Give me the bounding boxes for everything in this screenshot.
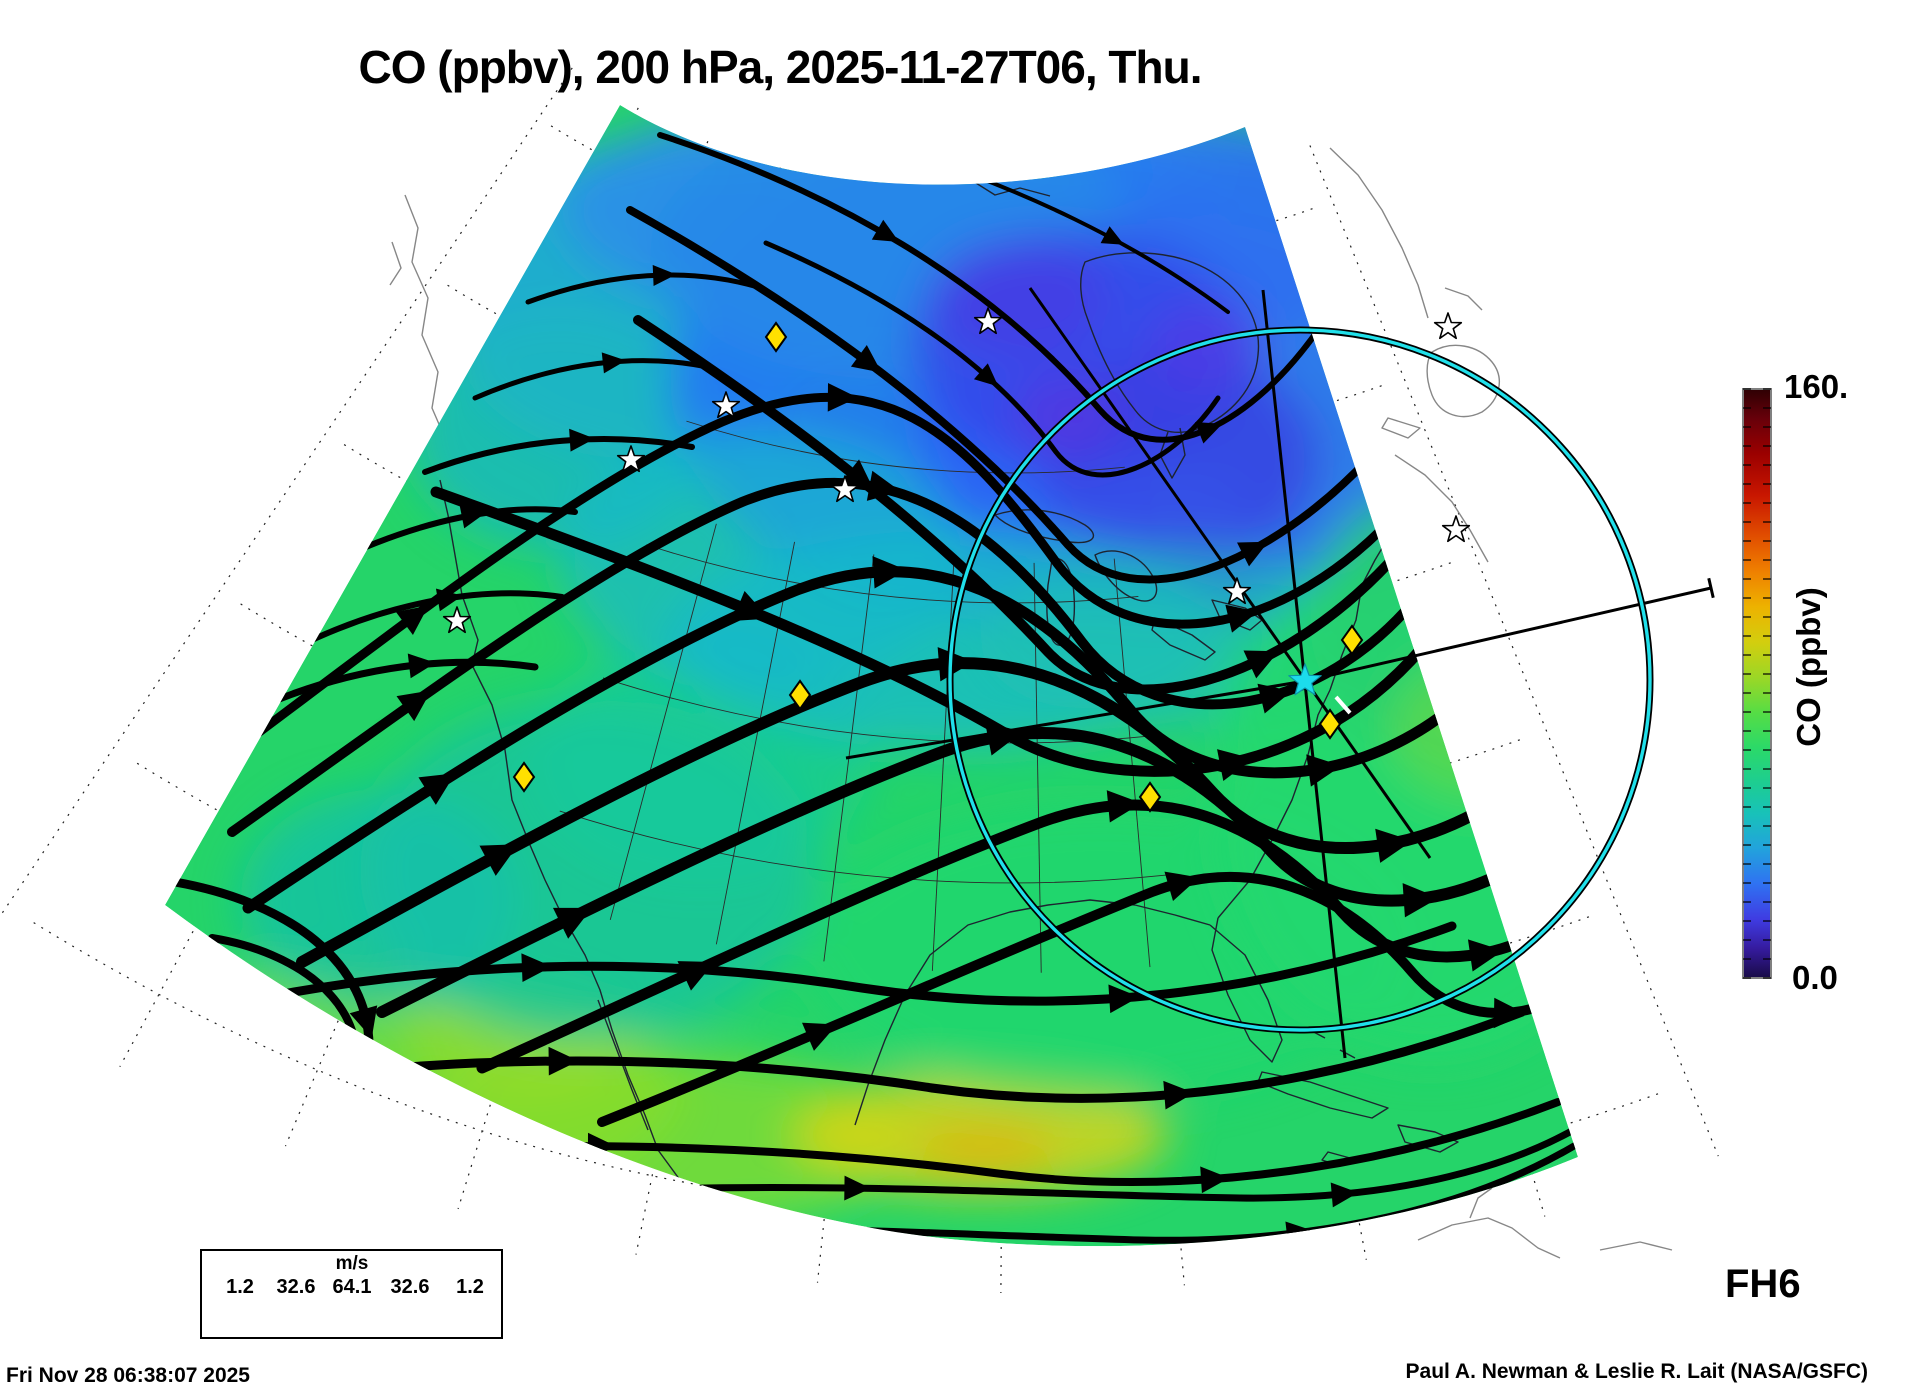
streamline-arrowhead <box>342 1049 370 1079</box>
streamline-arrowhead <box>1195 422 1223 444</box>
streamline-arrowhead <box>479 844 519 876</box>
diamond-marker <box>512 761 536 793</box>
streamline-arrowhead <box>1108 984 1140 1014</box>
streamline-arrowhead <box>652 264 677 286</box>
star-marker <box>1433 312 1463 340</box>
credit-text: Paul A. Newman & Leslie R. Lait (NASA/GS… <box>1405 1360 1868 1383</box>
colorbar-max-label: 160. <box>1784 368 1849 405</box>
streamline-arrowhead <box>1402 883 1439 918</box>
forecast-hour-label: FH6 <box>1725 1262 1801 1306</box>
streamline-arrowhead <box>569 428 595 452</box>
streamline-arrowhead <box>396 690 432 722</box>
streamline-arrowhead <box>601 352 626 374</box>
streamline-arrowhead <box>1375 828 1413 863</box>
wind-speed-legend-box <box>200 1249 503 1339</box>
streamline <box>516 1116 1578 1202</box>
streamline-arrowhead <box>349 1005 378 1039</box>
streamline <box>233 392 1407 753</box>
streamline <box>242 566 1498 914</box>
streamline-arrowhead <box>548 1046 579 1076</box>
streamline <box>207 921 1457 1013</box>
streamline-arrowhead <box>418 773 456 805</box>
streamline <box>258 658 539 710</box>
colorbar-axis-label: CO (ppbv) <box>1790 587 1827 747</box>
streamline <box>472 358 715 401</box>
range-ring <box>946 326 1654 1034</box>
streamline-arrowhead <box>1164 871 1200 901</box>
streamline-arrowhead <box>1200 1166 1230 1194</box>
streamline-arrowhead <box>1100 226 1125 245</box>
streamline <box>525 272 761 305</box>
streamline-arrowhead <box>335 1071 359 1097</box>
streamline-arrowhead <box>866 470 901 501</box>
streamline-arrowhead <box>1163 1080 1195 1110</box>
timestamp-text: Fri Nov 28 06:38:07 2025 <box>6 1364 250 1387</box>
streamline-arrowhead <box>435 588 463 612</box>
streamline-arrowhead <box>827 382 858 412</box>
star-marker <box>442 606 472 634</box>
streamline-arrowhead <box>871 219 900 243</box>
streamline-arrowhead <box>1243 650 1279 679</box>
streamline-arrowhead <box>552 907 593 939</box>
plot-title: CO (ppbv), 200 hPa, 2025-11-27T06, Thu. <box>358 41 1203 93</box>
wind-legend-value: 32.6 <box>276 1276 316 1298</box>
streamline <box>476 799 1578 1074</box>
streamline-arrowhead <box>973 363 999 387</box>
site-markers <box>442 307 1471 813</box>
star-marker <box>1222 577 1252 605</box>
diamond-marker <box>788 679 812 711</box>
wind-legend-value: 1.2 <box>456 1276 484 1298</box>
streamline-arrowhead <box>395 605 429 635</box>
wind-legend-unit: m/s <box>335 1253 369 1274</box>
diamond-marker <box>764 321 788 353</box>
white-tick-marker <box>1334 695 1352 715</box>
streamline-arrowhead <box>802 1022 838 1051</box>
star-marker <box>1441 515 1471 543</box>
streamline <box>217 1007 1527 1103</box>
star-marker <box>616 445 646 473</box>
streamline-arrowhead <box>743 1214 771 1240</box>
streamline-arrowhead <box>1225 604 1258 633</box>
streamline-arrowhead <box>1257 683 1292 714</box>
streamline-arrowhead <box>1467 939 1504 972</box>
star-marker <box>830 475 860 503</box>
streamline <box>422 436 695 475</box>
streamline-arrowhead <box>1106 790 1142 823</box>
wind-legend-value: 32.6 <box>390 1276 430 1298</box>
streamline <box>227 477 1437 837</box>
streamline-arrowhead <box>872 556 907 589</box>
streamline-arrowhead <box>844 1175 871 1201</box>
star-marker <box>711 391 741 419</box>
wind-legend-value: 1.2 <box>226 1276 254 1298</box>
streamline-arrowhead <box>1330 1182 1359 1208</box>
diamond-marker <box>1340 624 1364 656</box>
streamline-arrowhead <box>459 505 487 529</box>
streamline <box>296 657 1568 968</box>
colorbar <box>1742 388 1772 979</box>
cyan-star-marker <box>1288 663 1322 696</box>
streamline-arrowhead <box>407 653 436 679</box>
streamline-arrowhead <box>1237 541 1269 567</box>
diamond-marker <box>1138 781 1162 813</box>
star-marker <box>973 307 1003 335</box>
streamline-arrowhead <box>521 953 552 983</box>
streamline-arrowhead <box>850 345 882 373</box>
wind-legend-value: 64.1 <box>332 1276 372 1298</box>
streamline <box>657 132 1321 443</box>
colorbar-min-label: 0.0 <box>1792 959 1838 996</box>
diamond-marker <box>1318 708 1342 740</box>
streamline <box>292 590 565 651</box>
